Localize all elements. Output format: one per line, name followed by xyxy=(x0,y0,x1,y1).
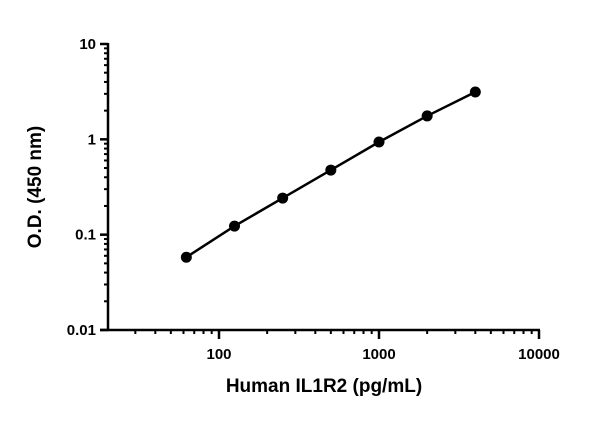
data-point xyxy=(277,192,289,204)
y-tick-label: 1 xyxy=(88,131,96,148)
data-point xyxy=(373,136,385,148)
y-tick-label: 0.01 xyxy=(67,322,96,339)
y-tick-label: 10 xyxy=(79,36,96,53)
y-tick-label: 0.1 xyxy=(75,227,96,244)
y-axis-title: O.D. (450 nm) xyxy=(25,126,46,248)
data-series xyxy=(180,86,481,263)
x-axis: 100 1000 10000 xyxy=(100,328,560,363)
data-point xyxy=(180,251,192,263)
data-point xyxy=(229,220,241,232)
data-point xyxy=(469,86,481,98)
x-tick-label: 100 xyxy=(206,346,231,363)
x-tick-label: 1000 xyxy=(362,346,395,363)
data-point xyxy=(421,110,433,122)
data-point xyxy=(325,164,337,176)
y-axis: 0.01 0.1 1 10 xyxy=(67,36,110,339)
x-tick-label: 10000 xyxy=(518,346,560,363)
x-axis-title: Human IL1R2 (pg/mL) xyxy=(226,376,422,397)
